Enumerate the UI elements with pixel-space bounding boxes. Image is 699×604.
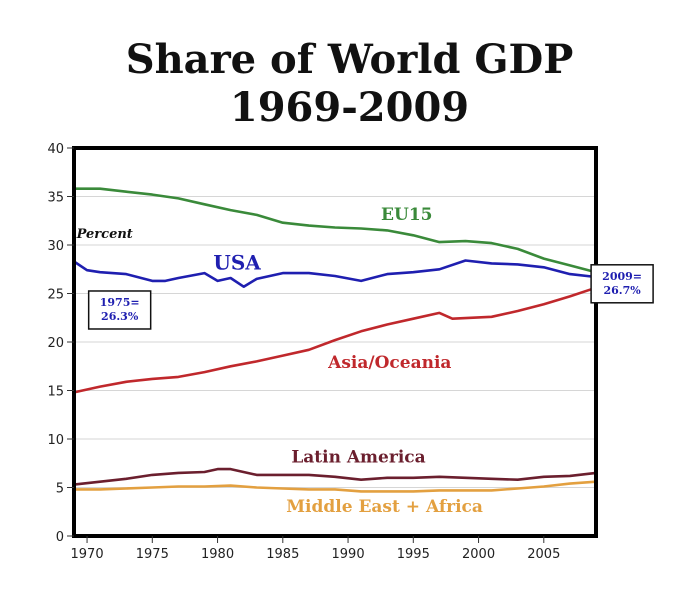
series-line-asia-oceania bbox=[72, 286, 598, 394]
x-tick-label: 1995 bbox=[397, 547, 430, 562]
series-line-usa bbox=[72, 259, 598, 288]
y-tick-label: 30 bbox=[47, 239, 64, 254]
x-tick-label: 1990 bbox=[332, 547, 365, 562]
x-tick-label: 1975 bbox=[136, 547, 169, 562]
y-tick-label: 5 bbox=[56, 482, 64, 497]
annotation-text: 26.7% bbox=[603, 284, 641, 297]
x-axis: 1970 1975 1980 1985 1990 1995 2000 2005 bbox=[71, 536, 560, 562]
chart-title: Share of World GDP bbox=[125, 36, 574, 83]
annotations: 1975=26.3% 2009=26.7% bbox=[87, 264, 654, 330]
series-label: Latin America bbox=[291, 447, 425, 467]
chart-subtitle: 1969-2009 bbox=[229, 84, 470, 131]
annotation-text: 1975= bbox=[100, 296, 140, 309]
annotation-text: 2009= bbox=[602, 270, 642, 283]
y-axis: 0 5 10 15 20 25 30 35 40 bbox=[47, 142, 74, 545]
series-line-latin-america bbox=[72, 467, 598, 486]
y-tick-label: 15 bbox=[47, 385, 64, 400]
y-tick-label: 0 bbox=[56, 530, 64, 545]
series-line-middle-east-africa bbox=[72, 480, 598, 493]
x-tick-label: 1985 bbox=[266, 547, 299, 562]
y-tick-label: 20 bbox=[47, 336, 64, 351]
annotation-text: 26.3% bbox=[101, 310, 139, 323]
x-tick-label: 1980 bbox=[201, 547, 234, 562]
series-label: USA bbox=[213, 250, 261, 274]
series-line-eu15 bbox=[72, 187, 598, 274]
y-tick-label: 35 bbox=[47, 191, 64, 206]
annotation-box bbox=[590, 264, 654, 304]
y-tick-label: 40 bbox=[47, 142, 64, 157]
series-label: Asia/Oceania bbox=[327, 353, 451, 373]
series-lines bbox=[72, 187, 598, 493]
y-tick-label: 10 bbox=[47, 433, 64, 448]
y-axis-label: Percent bbox=[76, 227, 133, 242]
annotation-box bbox=[87, 290, 152, 330]
y-tick-label: 25 bbox=[47, 288, 64, 303]
series-labels: EU15 USA Asia/Oceania Latin America Middle E… bbox=[213, 205, 483, 517]
series-label: Middle East + Africa bbox=[286, 497, 483, 517]
x-tick-label: 1970 bbox=[71, 547, 104, 562]
gridlines bbox=[74, 196, 596, 488]
x-tick-label: 2005 bbox=[527, 547, 560, 562]
x-tick-label: 2000 bbox=[462, 547, 495, 562]
series-label: EU15 bbox=[381, 205, 432, 225]
